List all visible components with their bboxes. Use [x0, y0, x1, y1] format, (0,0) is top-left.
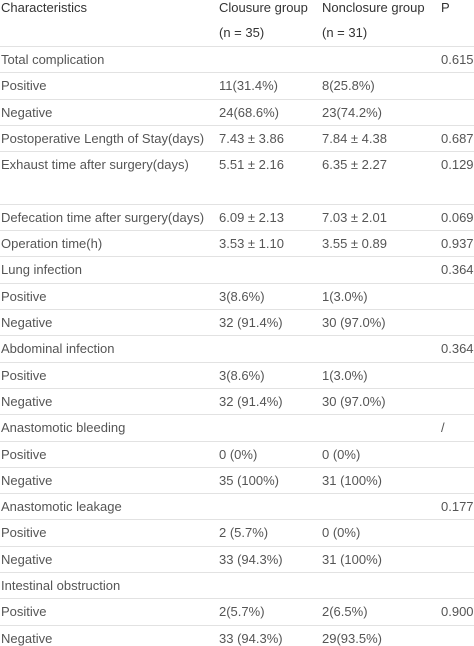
row-label: Negative	[1, 551, 53, 567]
nonclosure-value: 31 (100%)	[322, 551, 382, 567]
group-count: (n = 35)	[219, 25, 265, 40]
row-rule	[0, 440, 474, 442]
nonclosure-value: 6.35 ± 2.27	[322, 157, 387, 173]
closure-value: 33 (94.3%)	[219, 630, 283, 646]
row-label: Positive	[1, 288, 47, 304]
closure-value: 35 (100%)	[219, 472, 279, 488]
closure-value: 11(31.4%)	[219, 78, 279, 94]
row-rule	[0, 256, 474, 258]
row-label: Negative	[1, 472, 53, 488]
nonclosure-value: 7.84 ± 4.38	[322, 130, 387, 146]
row-label: Negative	[1, 315, 53, 330]
column-header: Nonclosure group	[322, 0, 425, 15]
closure-value: 3(8.6%)	[219, 367, 265, 383]
row-label: Anastomotic leakage	[1, 499, 122, 515]
row-rule	[0, 572, 474, 573]
nonclosure-value: 29(93.5%)	[322, 630, 382, 646]
p-value: 0.687	[441, 130, 474, 146]
p-value: /	[441, 420, 445, 436]
group-count: (n = 31)	[322, 25, 368, 40]
row-label: Intestinal obstruction	[1, 578, 121, 593]
closure-value: 6.09 ± 2.13	[219, 209, 284, 225]
row-rule	[0, 72, 474, 74]
row-label: Exhaust time after surgery(days)	[1, 157, 189, 173]
row-rule	[0, 493, 474, 495]
column-header: Characteristics	[1, 0, 87, 15]
row-label: Negative	[1, 630, 53, 646]
row-rule	[0, 203, 474, 205]
nonclosure-value: 2(6.5%)	[322, 604, 368, 620]
p-value: 0.900	[441, 604, 474, 620]
row-label: Postoperative Length of Stay(days)	[1, 130, 205, 146]
nonclosure-value: 8(25.8%)	[322, 78, 375, 94]
closure-value: 3(8.6%)	[219, 288, 265, 304]
nonclosure-value: 0 (0%)	[322, 525, 361, 541]
closure-value: 32 (91.4%)	[219, 393, 283, 409]
p-value: 0.177	[441, 499, 474, 515]
nonclosure-value: 30 (97.0%)	[322, 393, 386, 409]
row-rule	[0, 598, 474, 600]
nonclosure-value: 23(74.2%)	[322, 104, 382, 120]
p-value: 0.364	[441, 341, 474, 357]
nonclosure-value: 3.55 ± 0.89	[322, 236, 387, 252]
nonclosure-value: 31 (100%)	[322, 472, 382, 488]
row-rule	[0, 151, 474, 153]
row-label: Negative	[1, 393, 53, 409]
closure-value: 5.51 ± 2.16	[219, 157, 284, 173]
p-value: 0.615	[441, 52, 474, 67]
p-value: 0.364	[441, 262, 474, 278]
row-rule	[0, 466, 474, 468]
nonclosure-value: 30 (97.0%)	[322, 315, 386, 330]
row-label: Positive	[1, 525, 47, 541]
nonclosure-value: 0 (0%)	[322, 446, 361, 462]
row-label: Anastomotic bleeding	[1, 420, 126, 436]
closure-value: 3.53 ± 1.10	[219, 236, 284, 252]
row-label: Abdominal infection	[1, 341, 115, 357]
p-value: 0.069	[441, 209, 474, 225]
row-rule	[0, 545, 474, 547]
row-label: Negative	[1, 104, 53, 120]
closure-value: 2 (5.7%)	[219, 525, 269, 541]
row-label: Operation time(h)	[1, 236, 103, 252]
p-value: 0.937	[441, 236, 474, 252]
nonclosure-value: 7.03 ± 2.01	[322, 209, 387, 225]
closure-value: 33 (94.3%)	[219, 551, 283, 567]
row-rule	[0, 309, 474, 310]
row-label: Total complication	[1, 52, 105, 67]
row-rule	[0, 46, 474, 47]
row-label: Positive	[1, 604, 47, 620]
row-label: Positive	[1, 367, 47, 383]
row-label: Positive	[1, 78, 47, 94]
column-header: P	[441, 0, 450, 15]
row-rule	[0, 335, 474, 337]
row-rule	[0, 361, 474, 363]
closure-value: 7.43 ± 3.86	[219, 130, 284, 146]
closure-value: 24(68.6%)	[219, 104, 279, 120]
row-rule	[0, 414, 474, 416]
row-rule	[0, 624, 474, 626]
closure-value: 0 (0%)	[219, 446, 258, 462]
row-label: Defecation time after surgery(days)	[1, 209, 205, 225]
row-rule	[0, 124, 474, 126]
row-label: Lung infection	[1, 262, 82, 278]
row-label: Positive	[1, 446, 47, 462]
column-header: Clousure group	[219, 0, 308, 15]
nonclosure-value: 1(3.0%)	[322, 367, 368, 383]
row-rule	[0, 98, 474, 100]
closure-value: 2(5.7%)	[219, 604, 265, 620]
closure-value: 32 (91.4%)	[219, 315, 283, 330]
row-rule	[0, 230, 474, 232]
row-rule	[0, 387, 474, 389]
nonclosure-value: 1(3.0%)	[322, 288, 368, 304]
row-rule	[0, 519, 474, 521]
p-value: 0.129	[441, 157, 474, 173]
row-rule	[0, 282, 474, 284]
